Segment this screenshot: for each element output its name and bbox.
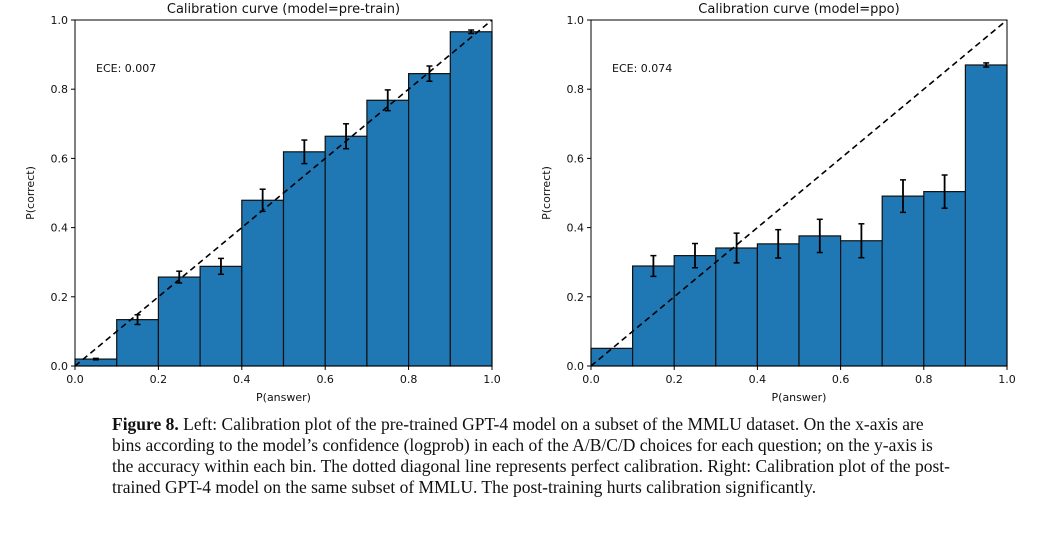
x-axis-label: P(answer) bbox=[256, 391, 311, 404]
y-tick-label: 1.0 bbox=[51, 14, 69, 27]
x-tick-label: 1.0 bbox=[998, 373, 1016, 386]
bar bbox=[590, 347, 634, 367]
bar bbox=[881, 195, 925, 367]
bar bbox=[715, 247, 758, 367]
y-tick-label: 0.4 bbox=[51, 222, 69, 235]
x-tick-label: 0.0 bbox=[582, 373, 600, 386]
x-tick-label: 0.2 bbox=[665, 373, 683, 386]
bar bbox=[449, 31, 493, 367]
bar bbox=[199, 265, 243, 367]
plot-frame bbox=[590, 19, 1008, 367]
bar bbox=[241, 199, 285, 367]
x-tick-label: 0.4 bbox=[749, 373, 767, 386]
x-tick-label: 0.2 bbox=[150, 373, 168, 386]
diagonal-line bbox=[590, 19, 1008, 367]
figure-caption: Figure 8. Left: Calibration plot of the … bbox=[112, 414, 952, 498]
bar bbox=[964, 64, 1008, 367]
bar bbox=[157, 276, 201, 367]
chart-title: Calibration curve (model=ppo) bbox=[698, 2, 899, 17]
x-tick-label: 1.0 bbox=[483, 373, 501, 386]
ece-annotation: ECE: 0.074 bbox=[612, 62, 672, 75]
y-axis-label: P(correct) bbox=[540, 166, 553, 220]
ece-annotation: ECE: 0.007 bbox=[96, 62, 156, 75]
bar bbox=[408, 73, 451, 367]
y-tick-label: 0.4 bbox=[567, 222, 585, 235]
bar bbox=[673, 255, 717, 367]
figure: 0.0 0.2 0.4 0.6 0.8 1.0 0.0 0.2 0.4 0.6 0.8 1.0 Cali… bbox=[24, 2, 1016, 404]
y-tick-label: 0.0 bbox=[51, 360, 69, 373]
x-tick-label: 0.4 bbox=[233, 373, 251, 386]
y-axis-label: P(correct) bbox=[24, 166, 37, 220]
y-tick-label: 0.8 bbox=[567, 83, 585, 96]
x-tick-label: 0.8 bbox=[400, 373, 418, 386]
plot-frame bbox=[74, 19, 493, 367]
x-tick-label: 0.6 bbox=[316, 373, 334, 386]
y-tick-label: 0.2 bbox=[567, 291, 585, 304]
bar bbox=[282, 151, 326, 367]
bar bbox=[366, 99, 410, 367]
y-tick-label: 0.2 bbox=[51, 291, 69, 304]
y-tick-label: 0.6 bbox=[567, 152, 585, 165]
chart-title: Calibration curve (model=pre-train) bbox=[167, 2, 400, 17]
x-tick-label: 0.0 bbox=[66, 373, 84, 386]
y-tick-label: 0.6 bbox=[51, 152, 69, 165]
y-tick-label: 0.8 bbox=[51, 83, 69, 96]
bar bbox=[923, 191, 966, 367]
x-tick-label: 0.8 bbox=[915, 373, 933, 386]
bar bbox=[839, 240, 883, 367]
bar bbox=[631, 265, 675, 367]
caption-text: Left: Calibration plot of the pre-traine… bbox=[112, 414, 950, 497]
bar bbox=[324, 135, 368, 367]
diagonal-line bbox=[74, 19, 493, 367]
y-tick-label: 0.0 bbox=[567, 360, 585, 373]
bar bbox=[798, 235, 842, 367]
x-axis-label: P(answer) bbox=[772, 391, 827, 404]
caption-label: Figure 8. bbox=[112, 414, 179, 434]
x-tick-label: 0.6 bbox=[832, 373, 850, 386]
bar bbox=[756, 243, 800, 367]
y-tick-label: 1.0 bbox=[567, 14, 585, 27]
